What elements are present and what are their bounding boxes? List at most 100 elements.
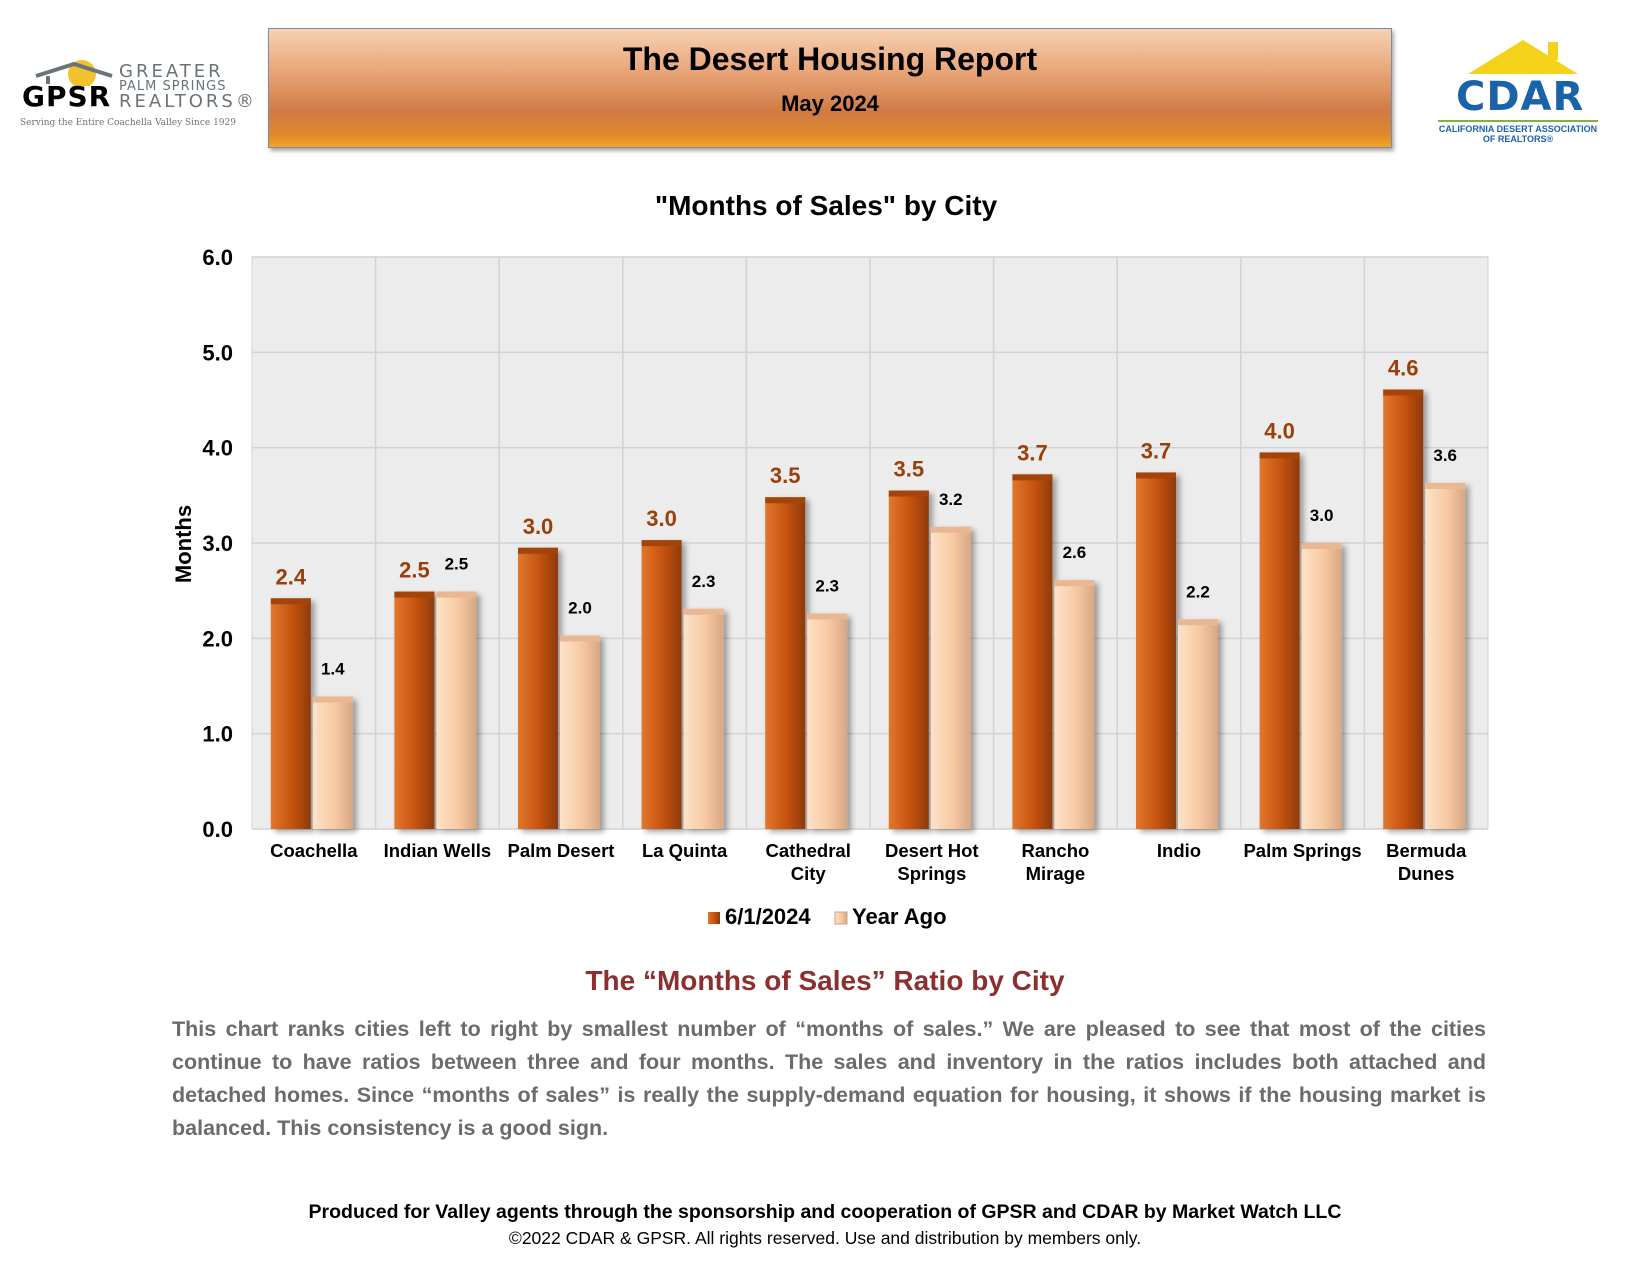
bar-year-ago <box>1178 619 1218 829</box>
bar-cap <box>1383 389 1424 396</box>
bar-cap <box>1178 619 1218 626</box>
x-tick-label: Mirage <box>1026 863 1086 884</box>
bar-cap <box>1425 482 1466 489</box>
footer-copyright: ©2022 CDAR & GPSR. All rights reserved. … <box>508 1228 1142 1248</box>
data-label-year-ago: 2.0 <box>568 598 592 617</box>
bar-current <box>518 547 558 829</box>
legend-label-year-ago: Year Ago <box>852 904 947 929</box>
report-banner: The Desert Housing Report May 2024 <box>268 28 1392 148</box>
bar-year-ago <box>683 608 724 829</box>
data-label-year-ago: 3.6 <box>1433 446 1457 465</box>
bar-year-ago <box>807 613 848 829</box>
bar-current <box>394 591 435 829</box>
bar-cap <box>807 613 848 620</box>
data-label-current: 2.4 <box>276 564 307 589</box>
x-tick-label: Coachella <box>270 840 358 861</box>
gpsr-name: GREATER PALM SPRINGS REALTORS® <box>119 63 257 112</box>
bar-cap <box>270 598 311 605</box>
data-label-current: 3.7 <box>1017 440 1048 465</box>
sun-roof-icon <box>35 60 113 86</box>
data-label-current: 4.0 <box>1264 418 1295 443</box>
house-roof-icon <box>1468 40 1578 74</box>
bar-year-ago <box>1425 482 1466 829</box>
bar-cap <box>1054 580 1095 587</box>
bar-cap <box>1301 543 1342 549</box>
bar-cap <box>1136 472 1176 479</box>
cdar-underline <box>1438 120 1598 122</box>
bar-cap <box>518 547 558 554</box>
y-tick-label: 0.0 <box>202 817 233 842</box>
bar-cap <box>930 526 971 533</box>
x-tick-label: Springs <box>897 863 966 884</box>
bar-cap <box>765 497 806 504</box>
data-label-year-ago: 2.3 <box>815 577 839 596</box>
x-tick-label: Indian Wells <box>384 840 492 861</box>
data-label-current: 3.5 <box>894 457 925 482</box>
bar-year-ago <box>1301 543 1342 829</box>
bar-current <box>641 540 682 829</box>
x-tick-label: Rancho <box>1021 840 1089 861</box>
gpsr-line-3: REALTORS® <box>119 91 257 112</box>
y-tick-label: 2.0 <box>202 626 233 651</box>
section-body: This chart ranks cities left to right by… <box>172 1017 1486 1140</box>
bar-cap <box>683 608 724 615</box>
data-label-year-ago: 3.0 <box>1310 506 1334 525</box>
y-tick-label: 3.0 <box>202 531 233 556</box>
bar-current <box>1259 452 1300 829</box>
cdar-logo: CDAR CALIFORNIA DESERT ASSOCIATION OF RE… <box>1418 36 1618 146</box>
bar-cap <box>436 591 477 598</box>
cdar-subtitle: CALIFORNIA DESERT ASSOCIATION OF REALTOR… <box>1418 124 1618 144</box>
bar-year-ago <box>930 526 971 829</box>
bar-cap <box>1012 474 1053 481</box>
bar-current <box>270 598 311 829</box>
cdar-subtitle-line-1: CALIFORNIA DESERT ASSOCIATION <box>1438 124 1598 134</box>
x-tick-label: Bermuda <box>1386 840 1467 861</box>
chart-title: "Months of Sales" by City <box>655 190 998 221</box>
bar-current <box>1012 474 1053 829</box>
cdar-subtitle-line-2: OF REALTORS® <box>1482 134 1554 144</box>
gpsr-tagline: Serving the Entire Coachella Valley Sinc… <box>20 118 236 128</box>
y-axis-label: Months <box>171 505 196 583</box>
bar-cap <box>888 490 929 497</box>
legend-swatch-current <box>708 912 720 924</box>
footer-produced: Produced for Valley agents through the s… <box>308 1201 1342 1223</box>
data-label-current: 3.5 <box>770 463 801 488</box>
gpsr-logo: GPSR GREATER PALM SPRINGS REALTORS® Serv… <box>14 50 254 130</box>
data-label-current: 3.7 <box>1141 438 1172 463</box>
bar-year-ago <box>436 591 477 829</box>
legend-swatch-year-ago <box>834 911 848 925</box>
y-tick-label: 4.0 <box>202 436 233 461</box>
gpsr-line-2: PALM SPRINGS <box>119 79 227 94</box>
cdar-letters: CDAR <box>1456 74 1585 120</box>
bar-year-ago <box>312 696 353 829</box>
x-tick-label: La Quinta <box>642 840 728 861</box>
bar-cap <box>1259 452 1300 459</box>
bar-series: 2.4 1.4 2.5 2.5 3.0 2.0 3.0 2.3 3.5 2.3 3.5 3.2 3.7 2… <box>270 356 1466 829</box>
months-of-sales-chart: "Months of Sales" by City 0.0 1.0 2.0 3.0 4.… <box>171 190 1489 929</box>
gpsr-letters: GPSR <box>22 80 112 113</box>
x-tick-label: Dunes <box>1398 863 1455 884</box>
x-tick-label: Palm Desert <box>508 840 615 861</box>
bar-cap <box>312 696 353 703</box>
bar-cap <box>560 635 600 642</box>
bar-year-ago <box>1054 580 1095 829</box>
report-date: May 2024 <box>781 91 879 116</box>
y-tick-label: 5.0 <box>202 340 233 365</box>
y-tick-label: 6.0 <box>202 245 233 270</box>
bar-current <box>888 490 929 829</box>
data-label-current: 3.0 <box>523 514 554 539</box>
data-label-year-ago: 2.2 <box>1186 582 1210 601</box>
data-label-year-ago: 2.3 <box>692 572 716 591</box>
data-label-current: 2.5 <box>399 558 430 583</box>
y-tick-label: 1.0 <box>202 722 233 747</box>
bar-cap <box>394 591 435 598</box>
data-label-year-ago: 2.5 <box>445 555 469 574</box>
legend: 6/1/2024 Year Ago <box>708 904 947 929</box>
bar-current <box>1136 472 1176 829</box>
data-label-year-ago: 3.2 <box>939 490 963 509</box>
bar-year-ago <box>560 635 600 829</box>
x-tick-label: Indio <box>1157 840 1201 861</box>
bar-cap <box>641 540 682 547</box>
data-label-year-ago: 2.6 <box>1063 543 1087 562</box>
y-axis-ticks: 0.0 1.0 2.0 3.0 4.0 5.0 6.0 <box>202 245 233 842</box>
